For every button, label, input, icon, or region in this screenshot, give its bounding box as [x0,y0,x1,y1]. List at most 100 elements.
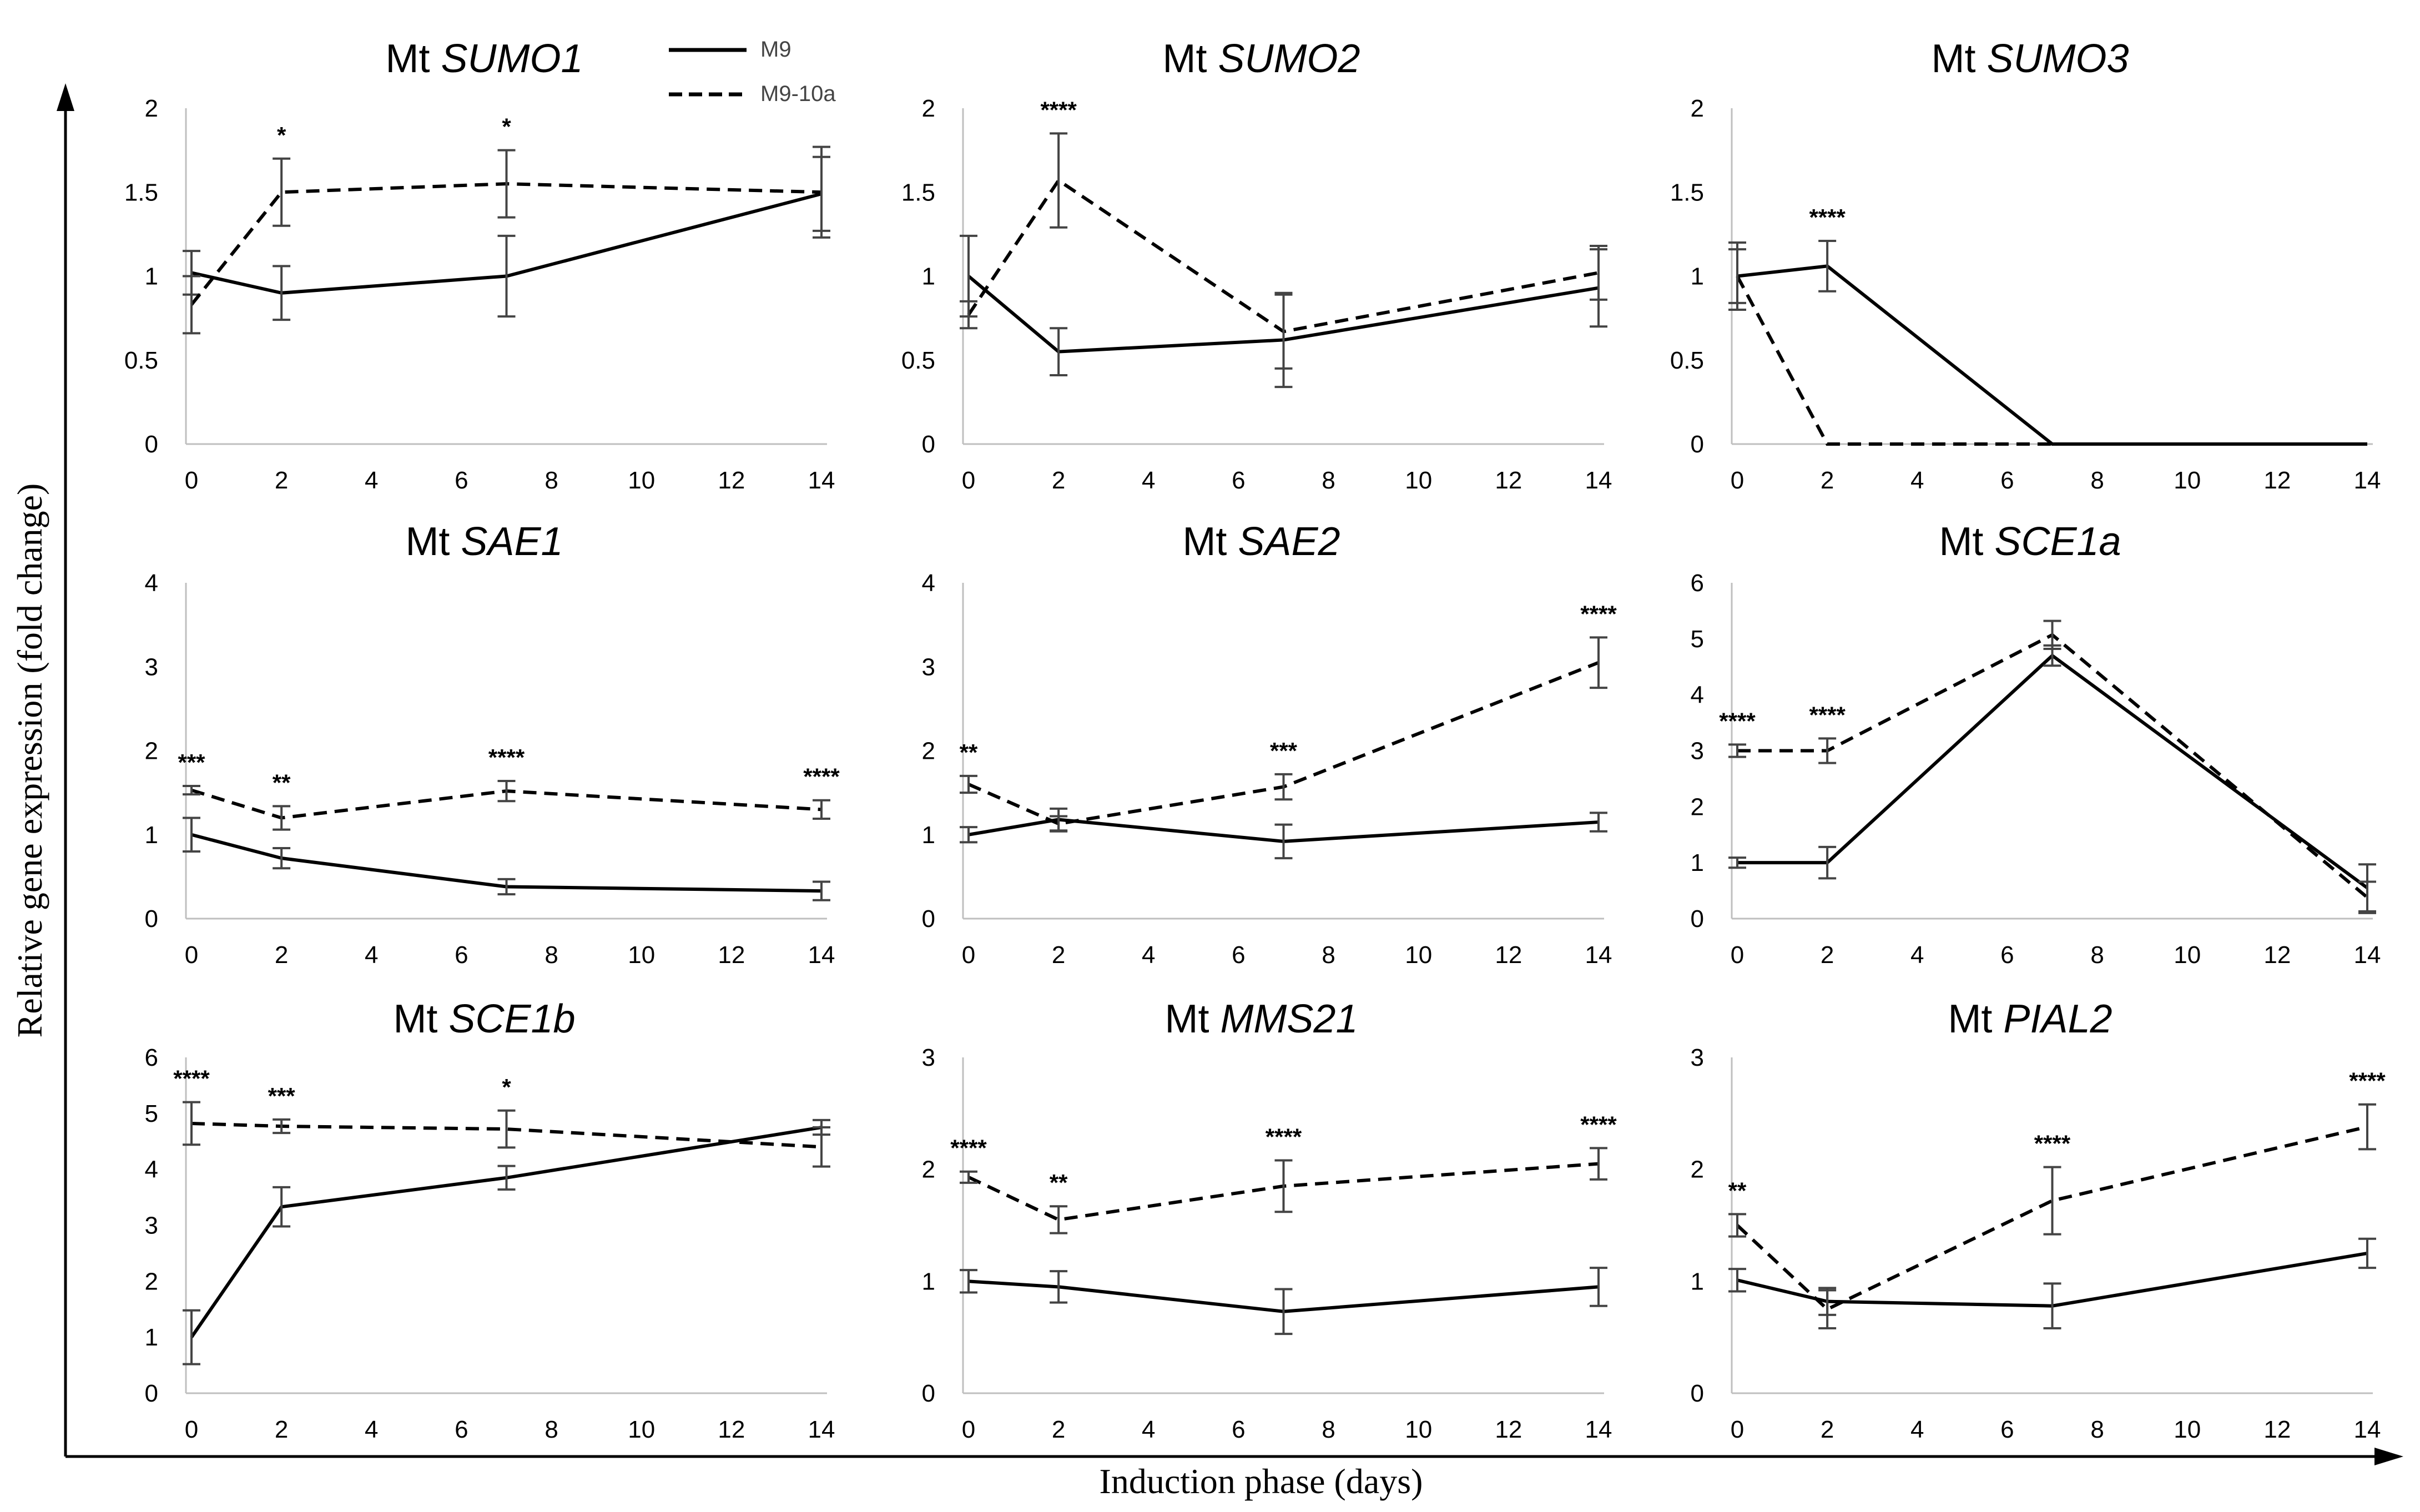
x-tick-label: 6 [2000,1416,2014,1443]
panel-title-gene: MMS21 [1220,997,1358,1041]
error-bar-m9-10a [813,145,830,239]
error-bar-m9-10a [1050,815,1068,833]
series-line-m9-10a [967,661,1600,826]
significance-marker: * [502,1074,511,1100]
x-tick-label: 0 [185,467,198,494]
error-bar-m9-10a [273,1118,291,1135]
x-tick-label: 14 [1585,1416,1612,1443]
y-tick-label: 0 [922,1380,935,1407]
significance-marker: **** [488,744,525,770]
error-bar-m9-10a [813,1126,830,1168]
panel-title-prefix: Mt [1939,520,1994,564]
error-bar-m9 [1818,239,1837,293]
x-tick-label: 4 [365,467,378,494]
x-tick-label: 12 [1495,941,1522,969]
x-tick-label: 14 [2354,941,2381,969]
x-tick-label: 12 [718,941,745,969]
significance-marker: ** [1728,1177,1747,1203]
panel-title-gene: SAE1 [461,520,563,564]
error-bar-m9 [813,880,830,901]
error-bar-m9 [1590,1267,1607,1307]
y-tick-label: 1 [1691,849,1704,876]
x-tick-label: 6 [455,941,468,969]
x-tick-label: 2 [1052,467,1065,494]
x-tick-label: 0 [962,941,975,969]
x-tick-label: 8 [1322,467,1335,494]
panel-title-gene: SUMO3 [1987,37,2129,81]
error-bar-m9 [497,234,516,318]
y-tick-label: 2 [922,738,935,765]
error-bar-m9 [1728,856,1746,869]
y-tick-label: 3 [1691,1044,1704,1071]
error-bar-m9-10a [1050,1205,1068,1234]
y-tick-label: 1 [145,1324,158,1351]
outer-x-axis-arrow [2374,1448,2403,1465]
significance-marker: *** [178,749,205,775]
significance-marker: **** [1809,702,1846,728]
x-tick-label: 14 [2354,467,2381,494]
x-tick-label: 6 [1232,941,1245,969]
error-bar-m9-10a [1274,1159,1293,1213]
y-tick-label: 1.5 [901,179,935,206]
x-tick-label: 10 [2174,1416,2201,1443]
series-line-m9-10a [191,788,822,820]
x-tick-label: 10 [1405,941,1432,969]
y-tick-label: 5 [145,1100,158,1127]
series-line-m9 [191,833,822,893]
significance-marker: **** [2349,1068,2386,1094]
error-bar-m9-10a [960,1170,977,1184]
error-bar-m9 [1274,823,1293,860]
x-tick-label: 4 [1910,1416,1924,1443]
panel-sumo3: Mt SUMO3 0 0.5 1 1.5 2 0 2 4 6 8 10 12 14 **** [1670,37,2381,494]
panel-title: Mt SAE1 [405,520,563,564]
series-line-m9-10a [1737,633,2368,899]
legend: M9 M9-10a [669,37,836,106]
y-axis-label: Relative gene expression (fold change) [10,483,49,1038]
panel-title-gene: PIAL2 [2003,997,2112,1041]
error-bar-m9-10a [1818,737,1837,764]
x-tick-label: 14 [1585,467,1612,494]
error-bar-m9 [273,846,291,870]
series-line-m9-10a [967,178,1599,334]
panel-title: Mt SUMO2 [1162,37,1360,81]
series-line-m9 [1737,653,2368,889]
series-line-m9 [967,275,1599,354]
y-tick-label: 4 [145,1156,158,1183]
x-tick-label: 6 [2000,941,2014,969]
error-bar-m9-10a [960,774,977,794]
y-tick-label: 1 [922,1268,935,1295]
panel-title-gene: SCE1b [448,997,575,1041]
error-bar-m9 [183,1309,200,1365]
y-tick-label: 2 [1691,1156,1704,1183]
y-tick-label: 2 [922,1156,935,1183]
panel-title-prefix: Mt [393,997,448,1041]
x-tick-label: 6 [455,1416,468,1443]
x-tick-label: 10 [628,941,655,969]
panel-title-prefix: Mt [405,520,461,564]
significance-marker: * [502,114,511,140]
x-tick-label: 0 [962,1416,975,1443]
x-tick-label: 0 [962,467,975,494]
x-axis-label: Induction phase (days) [1100,1461,1423,1501]
error-bar-m9 [1050,327,1068,376]
series-line-m9-10a [1736,275,2367,446]
y-tick-label: 0.5 [124,347,158,374]
panel-title: Mt SAE2 [1182,520,1340,564]
x-tick-label: 12 [1495,467,1522,494]
x-tick-label: 2 [275,467,288,494]
significance-marker: **** [1580,1111,1617,1137]
x-tick-label: 14 [1585,941,1612,969]
error-bar-m9 [960,1269,977,1294]
panel-title: Mt MMS21 [1164,997,1358,1041]
x-tick-label: 10 [1405,467,1432,494]
y-tick-label: 6 [145,1044,158,1071]
legend-label-m9-10a: M9-10a [760,82,836,106]
x-tick-label: 2 [1052,941,1065,969]
x-tick-label: 6 [455,467,468,494]
significance-marker: ** [960,739,978,765]
y-tick-label: 0 [1691,905,1704,933]
